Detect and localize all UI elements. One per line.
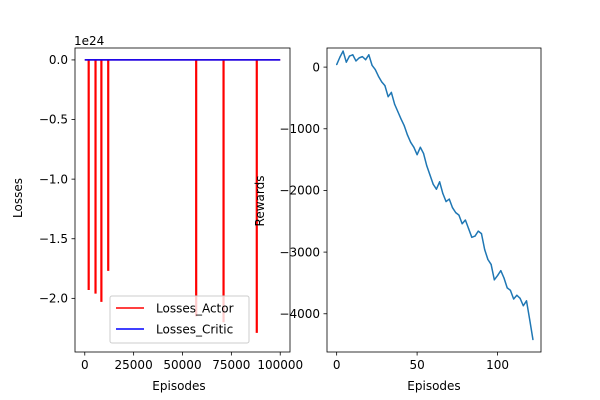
- rewards-point: [442, 192, 444, 195]
- rewards-point: [480, 233, 483, 235]
- rewards-point: [390, 91, 392, 93]
- rewards-point: [493, 279, 495, 281]
- rewards-point: [509, 289, 512, 291]
- rewards-y-tick-label: −3000: [279, 245, 320, 259]
- rewards-x-axis-label: Episodes: [407, 379, 460, 393]
- legend-label-losses-critic: Losses_Critic: [156, 323, 233, 337]
- rewards-point: [522, 305, 524, 307]
- losses-y-tick-label: −1.0: [39, 172, 68, 186]
- rewards-y-tick-label: −1000: [279, 122, 320, 136]
- losses-axes: 0 25000 50000 75000 100000 0.0 −0.5 −1.0 −1.5 −2.…: [39, 47, 303, 372]
- rewards-point: [419, 146, 421, 148]
- legend-label-losses-actor: Losses_Actor: [156, 302, 234, 316]
- rewards-point: [365, 59, 367, 61]
- rewards-y-tick-label: 0: [312, 60, 320, 74]
- rewards-point: [513, 298, 515, 300]
- rewards-x-tick-label: 0: [333, 358, 341, 372]
- rewards-point: [519, 297, 521, 299]
- rewards-point: [358, 57, 360, 59]
- losses-x-tick-label: 0: [81, 358, 89, 372]
- rewards-point: [426, 165, 428, 167]
- rewards-point: [500, 270, 502, 272]
- rewards-point: [487, 258, 489, 261]
- rewards-point: [525, 300, 528, 302]
- rewards-point: [368, 54, 370, 56]
- losses-y-tick-label: −1.5: [39, 232, 68, 246]
- rewards-point: [374, 68, 376, 71]
- rewards-point: [377, 75, 380, 77]
- losses-chart: 0 25000 50000 75000 100000 0.0 −0.5 −1.0 −1.5 −2.…: [11, 34, 303, 393]
- rewards-y-axis-label: Rewards: [253, 176, 267, 227]
- rewards-point: [393, 103, 396, 105]
- losses-y-axis-label: Losses: [11, 178, 25, 218]
- rewards-point: [516, 294, 518, 296]
- rewards-point: [384, 85, 386, 87]
- rewards-point: [410, 141, 412, 143]
- rewards-point: [381, 81, 383, 83]
- rewards-point: [458, 214, 460, 216]
- losses-x-tick-label: 25000: [115, 358, 153, 372]
- rewards-point: [484, 249, 486, 251]
- rewards-point: [361, 56, 363, 58]
- rewards-point: [432, 183, 434, 185]
- rewards-point: [413, 146, 415, 148]
- rewards-line: [335, 50, 534, 340]
- rewards-point: [435, 188, 438, 190]
- rewards-point: [496, 274, 499, 277]
- rewards-point: [532, 339, 534, 341]
- rewards-x-tick-label: 50: [409, 358, 424, 372]
- rewards-chart: 0 50 100 0 −1000 −2000 −3000 −4000 Episodes Rew…: [253, 47, 542, 393]
- rewards-point: [529, 319, 531, 321]
- rewards-point: [439, 181, 441, 183]
- losses-offset-text: 1e24: [74, 34, 104, 48]
- legend-box: [109, 295, 250, 344]
- rewards-point: [461, 223, 463, 225]
- rewards-point: [406, 134, 409, 136]
- losses-y-tick-label: −0.5: [39, 113, 68, 127]
- rewards-point: [506, 287, 508, 289]
- losses-x-tick-label: 100000: [257, 358, 303, 372]
- rewards-point: [348, 55, 351, 57]
- rewards-point: [490, 263, 492, 266]
- losses-x-axis-label: Episodes: [152, 379, 205, 393]
- rewards-axes-frame: [326, 47, 542, 353]
- rewards-point: [342, 50, 344, 52]
- rewards-point: [464, 219, 466, 221]
- rewards-plot-area: [335, 50, 534, 341]
- rewards-point: [400, 118, 402, 120]
- rewards-axes: 0 50 100 0 −1000 −2000 −3000 −4000: [279, 47, 542, 372]
- rewards-point: [352, 54, 354, 56]
- rewards-y-tick-label: −4000: [279, 307, 320, 321]
- losses-legend: Losses_Actor Losses_Critic: [109, 295, 250, 344]
- rewards-point: [355, 60, 357, 62]
- losses-plot-area: [84, 59, 281, 333]
- rewards-x-tick-label: 100: [486, 358, 509, 372]
- rewards-point: [503, 277, 505, 279]
- rewards-point: [471, 236, 473, 238]
- rewards-point: [448, 198, 450, 200]
- rewards-point: [422, 152, 425, 155]
- rewards-y-tick-label: −2000: [279, 184, 320, 198]
- losses-x-tick-label: 75000: [212, 358, 250, 372]
- rewards-point: [403, 125, 405, 127]
- rewards-point: [387, 96, 389, 98]
- rewards-point: [467, 228, 470, 230]
- rewards-point: [445, 200, 447, 203]
- rewards-point: [416, 154, 418, 156]
- rewards-point: [455, 212, 457, 214]
- rewards-point: [371, 64, 373, 66]
- rewards-point: [339, 56, 341, 58]
- losses-y-tick-label: −2.0: [39, 292, 68, 306]
- rewards-point: [451, 207, 454, 209]
- rewards-point: [429, 174, 431, 176]
- rewards-point: [345, 61, 347, 63]
- rewards-point: [474, 235, 476, 237]
- rewards-point: [477, 230, 479, 232]
- losses-y-tick-label: 0.0: [49, 53, 68, 67]
- rewards-point: [397, 110, 399, 113]
- losses-x-tick-label: 50000: [163, 358, 201, 372]
- rewards-point: [336, 64, 338, 66]
